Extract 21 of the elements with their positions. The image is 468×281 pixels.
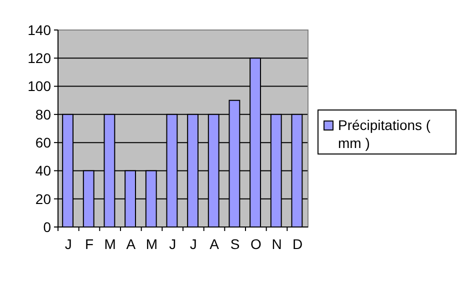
x-tick-label: A <box>210 236 220 252</box>
x-tick-label: O <box>250 236 262 252</box>
y-tick-label: 80 <box>35 106 52 122</box>
x-tick-label: N <box>272 236 282 252</box>
y-tick-label: 40 <box>35 162 52 179</box>
y-tick-label: 60 <box>35 134 52 150</box>
x-tick-label: F <box>84 236 94 252</box>
x-tick-label: M <box>146 236 158 252</box>
y-tick-label: 100 <box>28 78 52 94</box>
x-tick-label: J <box>190 236 197 252</box>
x-tick-label: S <box>230 236 240 252</box>
x-tick-label: D <box>292 236 303 252</box>
y-tick-label: 120 <box>28 50 52 66</box>
y-tick-label: 20 <box>35 190 52 207</box>
y-tick-label: 0 <box>43 218 52 235</box>
x-tick-label: J <box>169 236 176 252</box>
x-tick-label: A <box>126 236 136 252</box>
y-tick-label: 140 <box>28 22 52 38</box>
legend-label: Précipitations ( mm ) <box>338 117 431 151</box>
x-tick-label: J <box>64 236 72 252</box>
x-tick-label: M <box>104 236 116 252</box>
